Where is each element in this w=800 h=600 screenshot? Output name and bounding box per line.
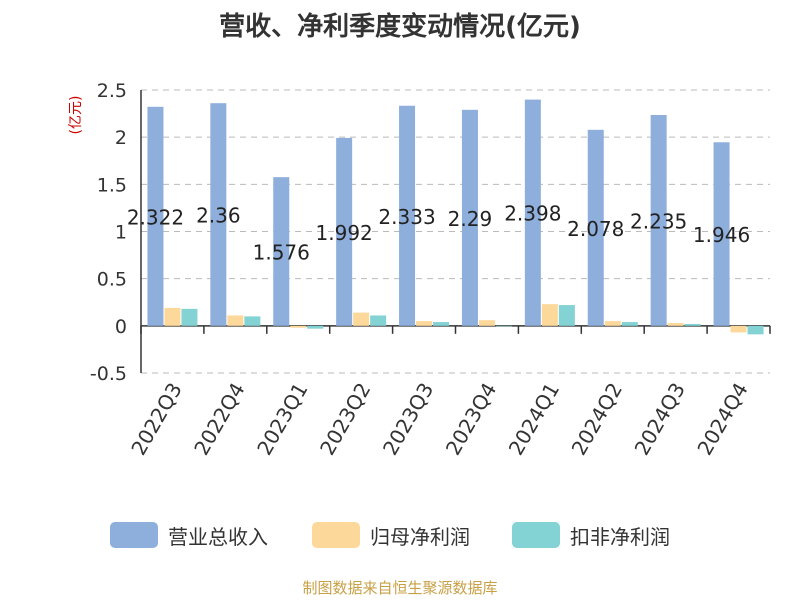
bars xyxy=(147,99,764,335)
y-tick-label: -0.5 xyxy=(90,363,127,385)
bar-deducted-profit[interactable] xyxy=(181,308,198,326)
y-tick-label: 0.5 xyxy=(97,269,127,291)
y-tick-label: 2 xyxy=(115,127,127,149)
x-tick-label: 2023Q3 xyxy=(378,379,438,460)
bar-revenue[interactable] xyxy=(210,103,227,326)
bar-net-profit[interactable] xyxy=(290,325,307,328)
bar-net-profit[interactable] xyxy=(164,307,181,326)
bar-deducted-profit[interactable] xyxy=(433,322,450,326)
data-label: 2.235 xyxy=(630,209,687,233)
bar-deducted-profit[interactable] xyxy=(370,315,387,326)
bar-net-profit[interactable] xyxy=(227,315,244,326)
bar-revenue[interactable] xyxy=(713,142,730,326)
bar-deducted-profit[interactable] xyxy=(244,316,261,326)
bar-deducted-profit[interactable] xyxy=(495,325,512,327)
chart-title: 营收、净利季度变动情况(亿元) xyxy=(219,12,581,42)
x-tick-label: 2022Q4 xyxy=(189,379,249,460)
x-tick-label: 2024Q1 xyxy=(504,379,564,460)
y-tick-label: 1 xyxy=(115,222,127,244)
legend-label-net-profit: 归母净利润 xyxy=(370,524,470,549)
legend-swatch-revenue xyxy=(110,522,158,548)
bar-deducted-profit[interactable] xyxy=(747,325,764,335)
y-tick-label: 0 xyxy=(115,316,127,338)
bar-deducted-profit[interactable] xyxy=(684,323,701,326)
data-label: 2.078 xyxy=(567,217,624,241)
legend-item-revenue[interactable]: 营业总收入 xyxy=(110,520,268,550)
bar-net-profit[interactable] xyxy=(478,320,495,326)
bar-net-profit[interactable] xyxy=(541,304,558,326)
bar-revenue[interactable] xyxy=(524,99,541,326)
x-tick-label: 2024Q4 xyxy=(692,379,752,460)
legend-label-deducted-profit: 扣非净利润 xyxy=(570,524,670,549)
x-tick-label: 2024Q3 xyxy=(630,379,690,460)
bar-deducted-profit[interactable] xyxy=(307,325,324,329)
legend-item-deducted-profit[interactable]: 扣非净利润 xyxy=(512,520,670,550)
legend-item-net-profit[interactable]: 归母净利润 xyxy=(312,520,470,550)
legend-label-revenue: 营业总收入 xyxy=(168,524,268,549)
data-label: 2.29 xyxy=(448,207,493,231)
legend-swatch-deducted-profit xyxy=(512,522,560,548)
bar-revenue[interactable] xyxy=(147,106,164,326)
bar-revenue[interactable] xyxy=(461,109,478,326)
data-label: 2.36 xyxy=(196,204,241,228)
bar-revenue[interactable] xyxy=(587,129,604,326)
y-axis-label: (亿元) xyxy=(68,96,84,135)
bar-net-profit[interactable] xyxy=(416,321,433,326)
legend-swatch-net-profit xyxy=(312,522,360,548)
y-tick-label: 2.5 xyxy=(97,80,127,102)
data-label: 1.946 xyxy=(693,223,750,247)
y-tick-label: 1.5 xyxy=(97,174,127,196)
data-label: 2.398 xyxy=(504,202,561,226)
bar-deducted-profit[interactable] xyxy=(558,305,575,326)
x-tick-label: 2023Q4 xyxy=(441,379,501,460)
data-label: 1.992 xyxy=(316,221,373,245)
bar-deducted-profit[interactable] xyxy=(621,322,638,326)
bar-revenue[interactable] xyxy=(650,114,667,326)
bar-net-profit[interactable] xyxy=(604,321,621,326)
x-tick-label: 2024Q2 xyxy=(567,379,627,460)
bar-revenue[interactable] xyxy=(273,177,290,326)
grid-lines xyxy=(141,89,770,374)
bar-revenue[interactable] xyxy=(399,105,416,326)
bar-net-profit[interactable] xyxy=(353,312,370,326)
bar-net-profit[interactable] xyxy=(667,323,684,326)
data-label: 2.322 xyxy=(127,205,184,229)
x-tick-label: 2022Q3 xyxy=(126,379,186,460)
source-footer: 制图数据来自恒生聚源数据库 xyxy=(302,579,498,597)
bar-net-profit[interactable] xyxy=(730,325,747,333)
bar-revenue[interactable] xyxy=(336,137,353,326)
x-tick-label: 2023Q2 xyxy=(315,379,375,460)
x-tick-label: 2023Q1 xyxy=(252,379,312,460)
data-label: 2.333 xyxy=(378,205,435,229)
data-label: 1.576 xyxy=(253,240,310,264)
